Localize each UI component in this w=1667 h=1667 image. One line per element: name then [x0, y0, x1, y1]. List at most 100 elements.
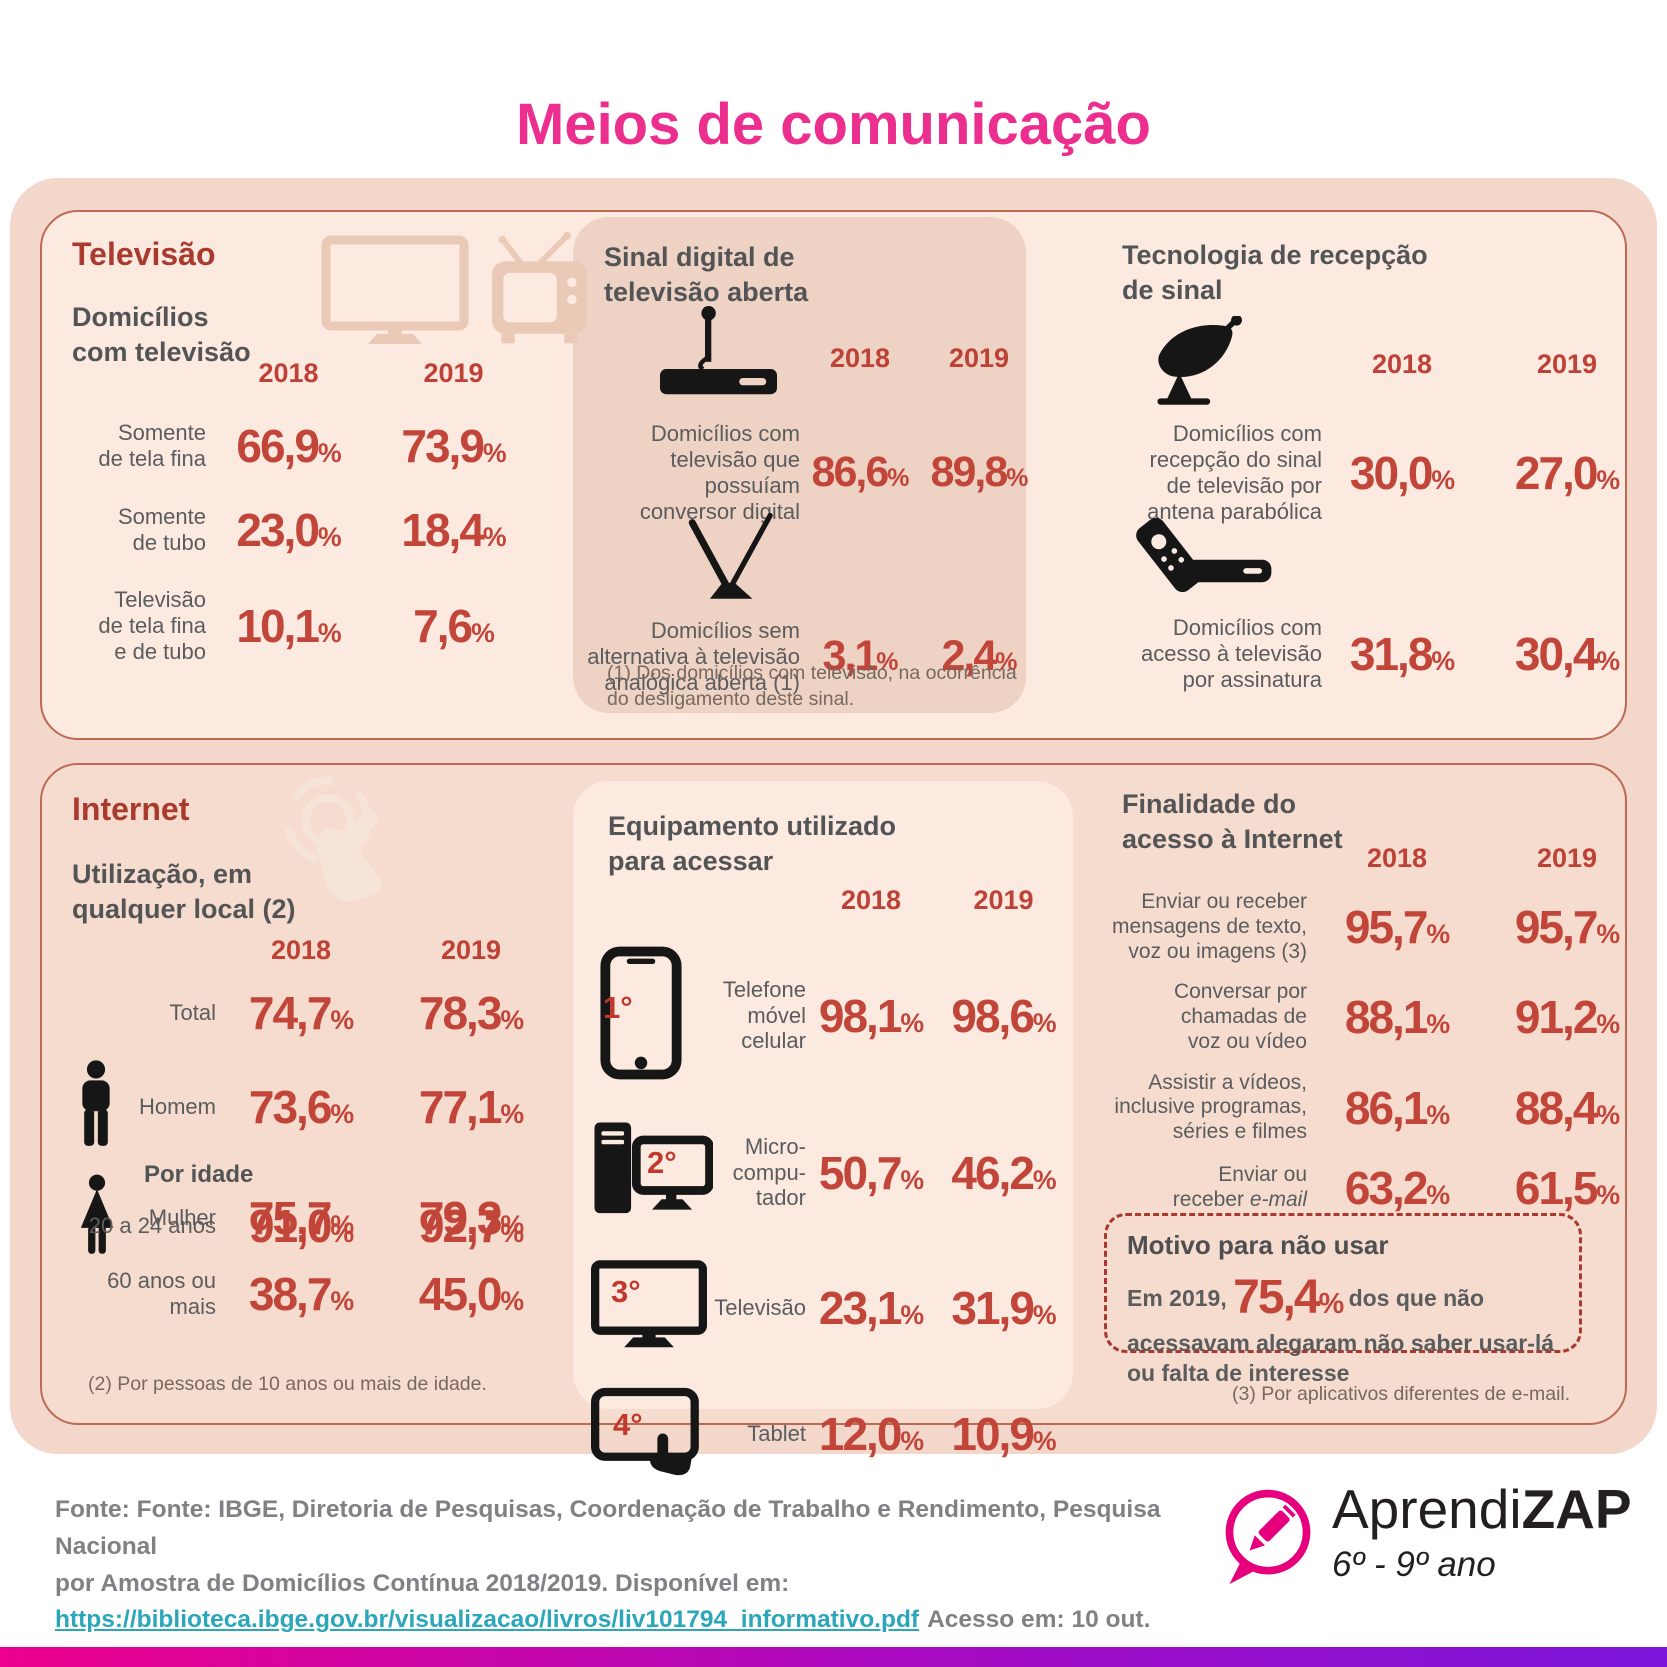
pencil-bubble-icon	[1216, 1482, 1320, 1595]
tablet-icon: 4°	[591, 1385, 699, 1482]
stat-value: 23,0%	[236, 504, 341, 556]
motivo-box: Motivo para não usar Em 2019, 75,4% dos …	[1104, 1213, 1582, 1386]
year-header: 2019	[1536, 843, 1598, 873]
motivo-title: Motivo para não usar	[1127, 1230, 1389, 1260]
crt-tv-icon	[490, 230, 590, 355]
stat-value: 38,7%	[248, 1268, 354, 1320]
source-link[interactable]: https://biblioteca.ibge.gov.br/visualiza…	[55, 1606, 920, 1634]
stat-value: 7,6%	[413, 599, 495, 652]
stat-value: 86,6%	[811, 448, 910, 497]
stat-value: 88,4%	[1514, 1081, 1620, 1134]
logo-text: AprendiZAP	[1332, 1478, 1632, 1540]
stat-value: 95,7%	[1514, 901, 1620, 954]
internet-footnote: (2) Por pessoas de 10 anos ou mais de id…	[88, 1373, 487, 1395]
bottom-gradient-bar	[0, 1647, 1667, 1667]
row-label: Micro- compu- tador	[732, 1133, 806, 1211]
stat-value: 10,9%	[951, 1407, 1056, 1460]
stat-value: 98,6%	[951, 989, 1056, 1042]
rank-badge: 3°	[611, 1274, 641, 1309]
year-header: 2018	[1366, 843, 1428, 873]
row-label: Somente de tubo	[117, 504, 206, 555]
stat-value: 45,0%	[418, 1268, 524, 1320]
stat-value: 30,0%	[1349, 446, 1455, 499]
panel-sinal-digital	[573, 217, 1026, 713]
row-label: Enviar ou receber mensagens de texto, vo…	[1112, 890, 1307, 963]
finalidade-table: 2018 2019 Enviar ou receber mensagens de…	[1082, 843, 1647, 1215]
stat-value: 50,7%	[818, 1146, 924, 1199]
internet-usage-table: 2018 2019 Total 74,7% 78,3% Homem 73,6% …	[56, 935, 556, 1262]
row-label: Televisão de tela fina e de tubo	[98, 587, 206, 664]
year-header: 2018	[1371, 349, 1433, 379]
stat-value: 10,1%	[236, 599, 341, 652]
stat-value: 12,0%	[818, 1407, 924, 1460]
stat-value: 91,0%	[248, 1200, 354, 1252]
year-header: 2019	[423, 358, 484, 388]
logo-grade-range: 6º - 9º ano	[1332, 1545, 1496, 1584]
stat-value: 77,1%	[418, 1080, 524, 1133]
row-label: Telefone móvel celular	[722, 976, 806, 1054]
remote-and-box-icon	[1127, 508, 1277, 607]
row-label: Conversar por chamadas de voz ou vídeo	[1173, 980, 1307, 1053]
stat-value: 63,2%	[1344, 1161, 1450, 1214]
panel-equipamento	[573, 781, 1073, 1409]
woman-icon	[76, 1173, 118, 1262]
tecnologia-block-parabolica: 2018 2019 Domicílios com recepção do sin…	[1082, 314, 1652, 525]
flat-tv-icon	[320, 234, 470, 351]
row-label: Domicílios com recepção do sinal de tele…	[1147, 421, 1322, 524]
finalidade-title: Finalidade do acesso à Internet	[1122, 789, 1343, 854]
source-line: por Amostra de Domicílios Contínua 2018/…	[55, 1569, 790, 1597]
rank-badge: 4°	[613, 1407, 643, 1442]
televisao-title: Televisão	[72, 236, 216, 272]
row-label: Televisão	[714, 1294, 806, 1320]
internet-subtitle: Utilização, em qualquer local (2)	[72, 859, 296, 924]
click-hand-icon	[252, 775, 437, 908]
stat-value: 92,7%	[418, 1200, 524, 1252]
year-header: 2019	[948, 343, 1010, 373]
row-label: Tablet	[747, 1420, 806, 1446]
motivo-text: Em 2019, 75,4% dos que não acessavam ale…	[1127, 1271, 1555, 1387]
year-header: 2018	[829, 343, 891, 373]
stat-value: 30,4%	[1514, 627, 1620, 680]
stat-value: 27,0%	[1514, 446, 1620, 499]
finalidade-footnote: (3) Por aplicativos diferentes de e-mail…	[1232, 1383, 1571, 1405]
stat-value: 3,1%	[822, 632, 899, 681]
stat-value: 73,9%	[401, 420, 506, 472]
antenna-icon	[671, 512, 800, 610]
row-label: Domicílios sem alternativa à televisão a…	[587, 618, 800, 695]
year-header: 2018	[270, 935, 332, 965]
stat-value: 79,3%	[418, 1191, 524, 1244]
stat-value: 2,4%	[941, 632, 1018, 681]
stat-value: 46,2%	[951, 1146, 1056, 1199]
year-header: 2018	[840, 885, 902, 915]
stat-value: 86,1%	[1344, 1081, 1450, 1134]
sinal-block-conversor: 2018 2019 Domicílios com televisão que p…	[585, 304, 1038, 525]
row-label: Total	[169, 1000, 216, 1026]
rank-badge: 2°	[647, 1145, 677, 1180]
year-header: 2019	[973, 885, 1034, 915]
row-label: 60 anos ou mais	[107, 1268, 216, 1319]
stat-value: 78,3%	[418, 987, 524, 1039]
section-internet: Internet Utilização, em qualquer local (…	[40, 763, 1627, 1476]
equipamento-title: Equipamento utilizado para acessar	[608, 811, 896, 876]
tecnologia-block-assinatura: Domicílios com acesso à televisão por as…	[1082, 508, 1652, 693]
tecnologia-title: Tecnologia de recepção de sinal	[1122, 240, 1428, 305]
equipamento-table: 2018 2019 1° Telefone móvel celular 98,1…	[591, 885, 1071, 1482]
row-label: Enviar ou receber e-mail	[1172, 1163, 1307, 1211]
row-label: Domicílios com acesso à televisão por as…	[1141, 615, 1322, 692]
stat-value: 88,1%	[1344, 991, 1450, 1044]
row-label: Domicílios com televisão que possuíam co…	[639, 421, 800, 524]
computer-icon: 2°	[591, 1115, 714, 1230]
stat-value: 73,6%	[248, 1080, 354, 1133]
internet-title: Internet	[72, 791, 190, 827]
stat-value: 91,2%	[1514, 991, 1620, 1044]
source-line: Fonte: Fonte: IBGE, Diretoria de Pesquis…	[55, 1496, 1161, 1560]
stat-value: 23,1%	[818, 1281, 924, 1334]
row-label: Somente de tela fina	[98, 420, 206, 471]
page-title: Meios de comunicação	[516, 91, 1151, 157]
year-header: 2018	[258, 358, 319, 388]
stat-value: 95,7%	[1344, 901, 1450, 954]
stat-value: 18,4%	[401, 504, 506, 556]
row-label: Mulher	[148, 1204, 216, 1230]
year-header: 2019	[440, 935, 502, 965]
